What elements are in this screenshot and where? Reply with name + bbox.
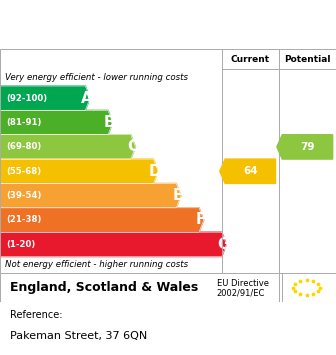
- Polygon shape: [0, 110, 113, 135]
- Text: Very energy efficient - lower running costs: Very energy efficient - lower running co…: [5, 73, 188, 82]
- Text: A: A: [81, 91, 93, 106]
- Text: Reference:: Reference:: [10, 310, 62, 320]
- Text: EU Directive: EU Directive: [217, 279, 269, 288]
- Polygon shape: [0, 184, 181, 208]
- Text: England, Scotland & Wales: England, Scotland & Wales: [10, 281, 198, 294]
- Text: D: D: [149, 164, 162, 179]
- Text: (69-80): (69-80): [6, 142, 41, 151]
- Text: (81-91): (81-91): [6, 118, 41, 127]
- Polygon shape: [0, 208, 204, 232]
- Text: (1-20): (1-20): [6, 240, 35, 249]
- Text: (55-68): (55-68): [6, 167, 41, 176]
- Text: Energy Efficiency Rating: Energy Efficiency Rating: [10, 16, 239, 33]
- Polygon shape: [220, 159, 276, 184]
- Text: Potential: Potential: [284, 55, 331, 64]
- Text: Current: Current: [231, 55, 270, 64]
- Text: Not energy efficient - higher running costs: Not energy efficient - higher running co…: [5, 261, 188, 269]
- Polygon shape: [0, 86, 90, 110]
- Text: Pakeman Street, 37 6QN: Pakeman Street, 37 6QN: [10, 331, 147, 342]
- Text: 64: 64: [243, 166, 258, 176]
- Text: E: E: [173, 188, 183, 203]
- Text: B: B: [104, 115, 116, 130]
- Polygon shape: [277, 135, 333, 159]
- Text: (39-54): (39-54): [6, 191, 41, 200]
- Polygon shape: [0, 159, 158, 184]
- Bar: [222, 49, 336, 69]
- Text: (92-100): (92-100): [6, 94, 47, 103]
- Polygon shape: [0, 135, 135, 159]
- Text: (21-38): (21-38): [6, 215, 41, 224]
- Text: G: G: [217, 237, 230, 252]
- Text: C: C: [127, 140, 138, 154]
- Text: 79: 79: [300, 142, 315, 152]
- Text: 2002/91/EC: 2002/91/EC: [217, 289, 265, 298]
- Polygon shape: [0, 232, 226, 257]
- Text: F: F: [196, 213, 206, 228]
